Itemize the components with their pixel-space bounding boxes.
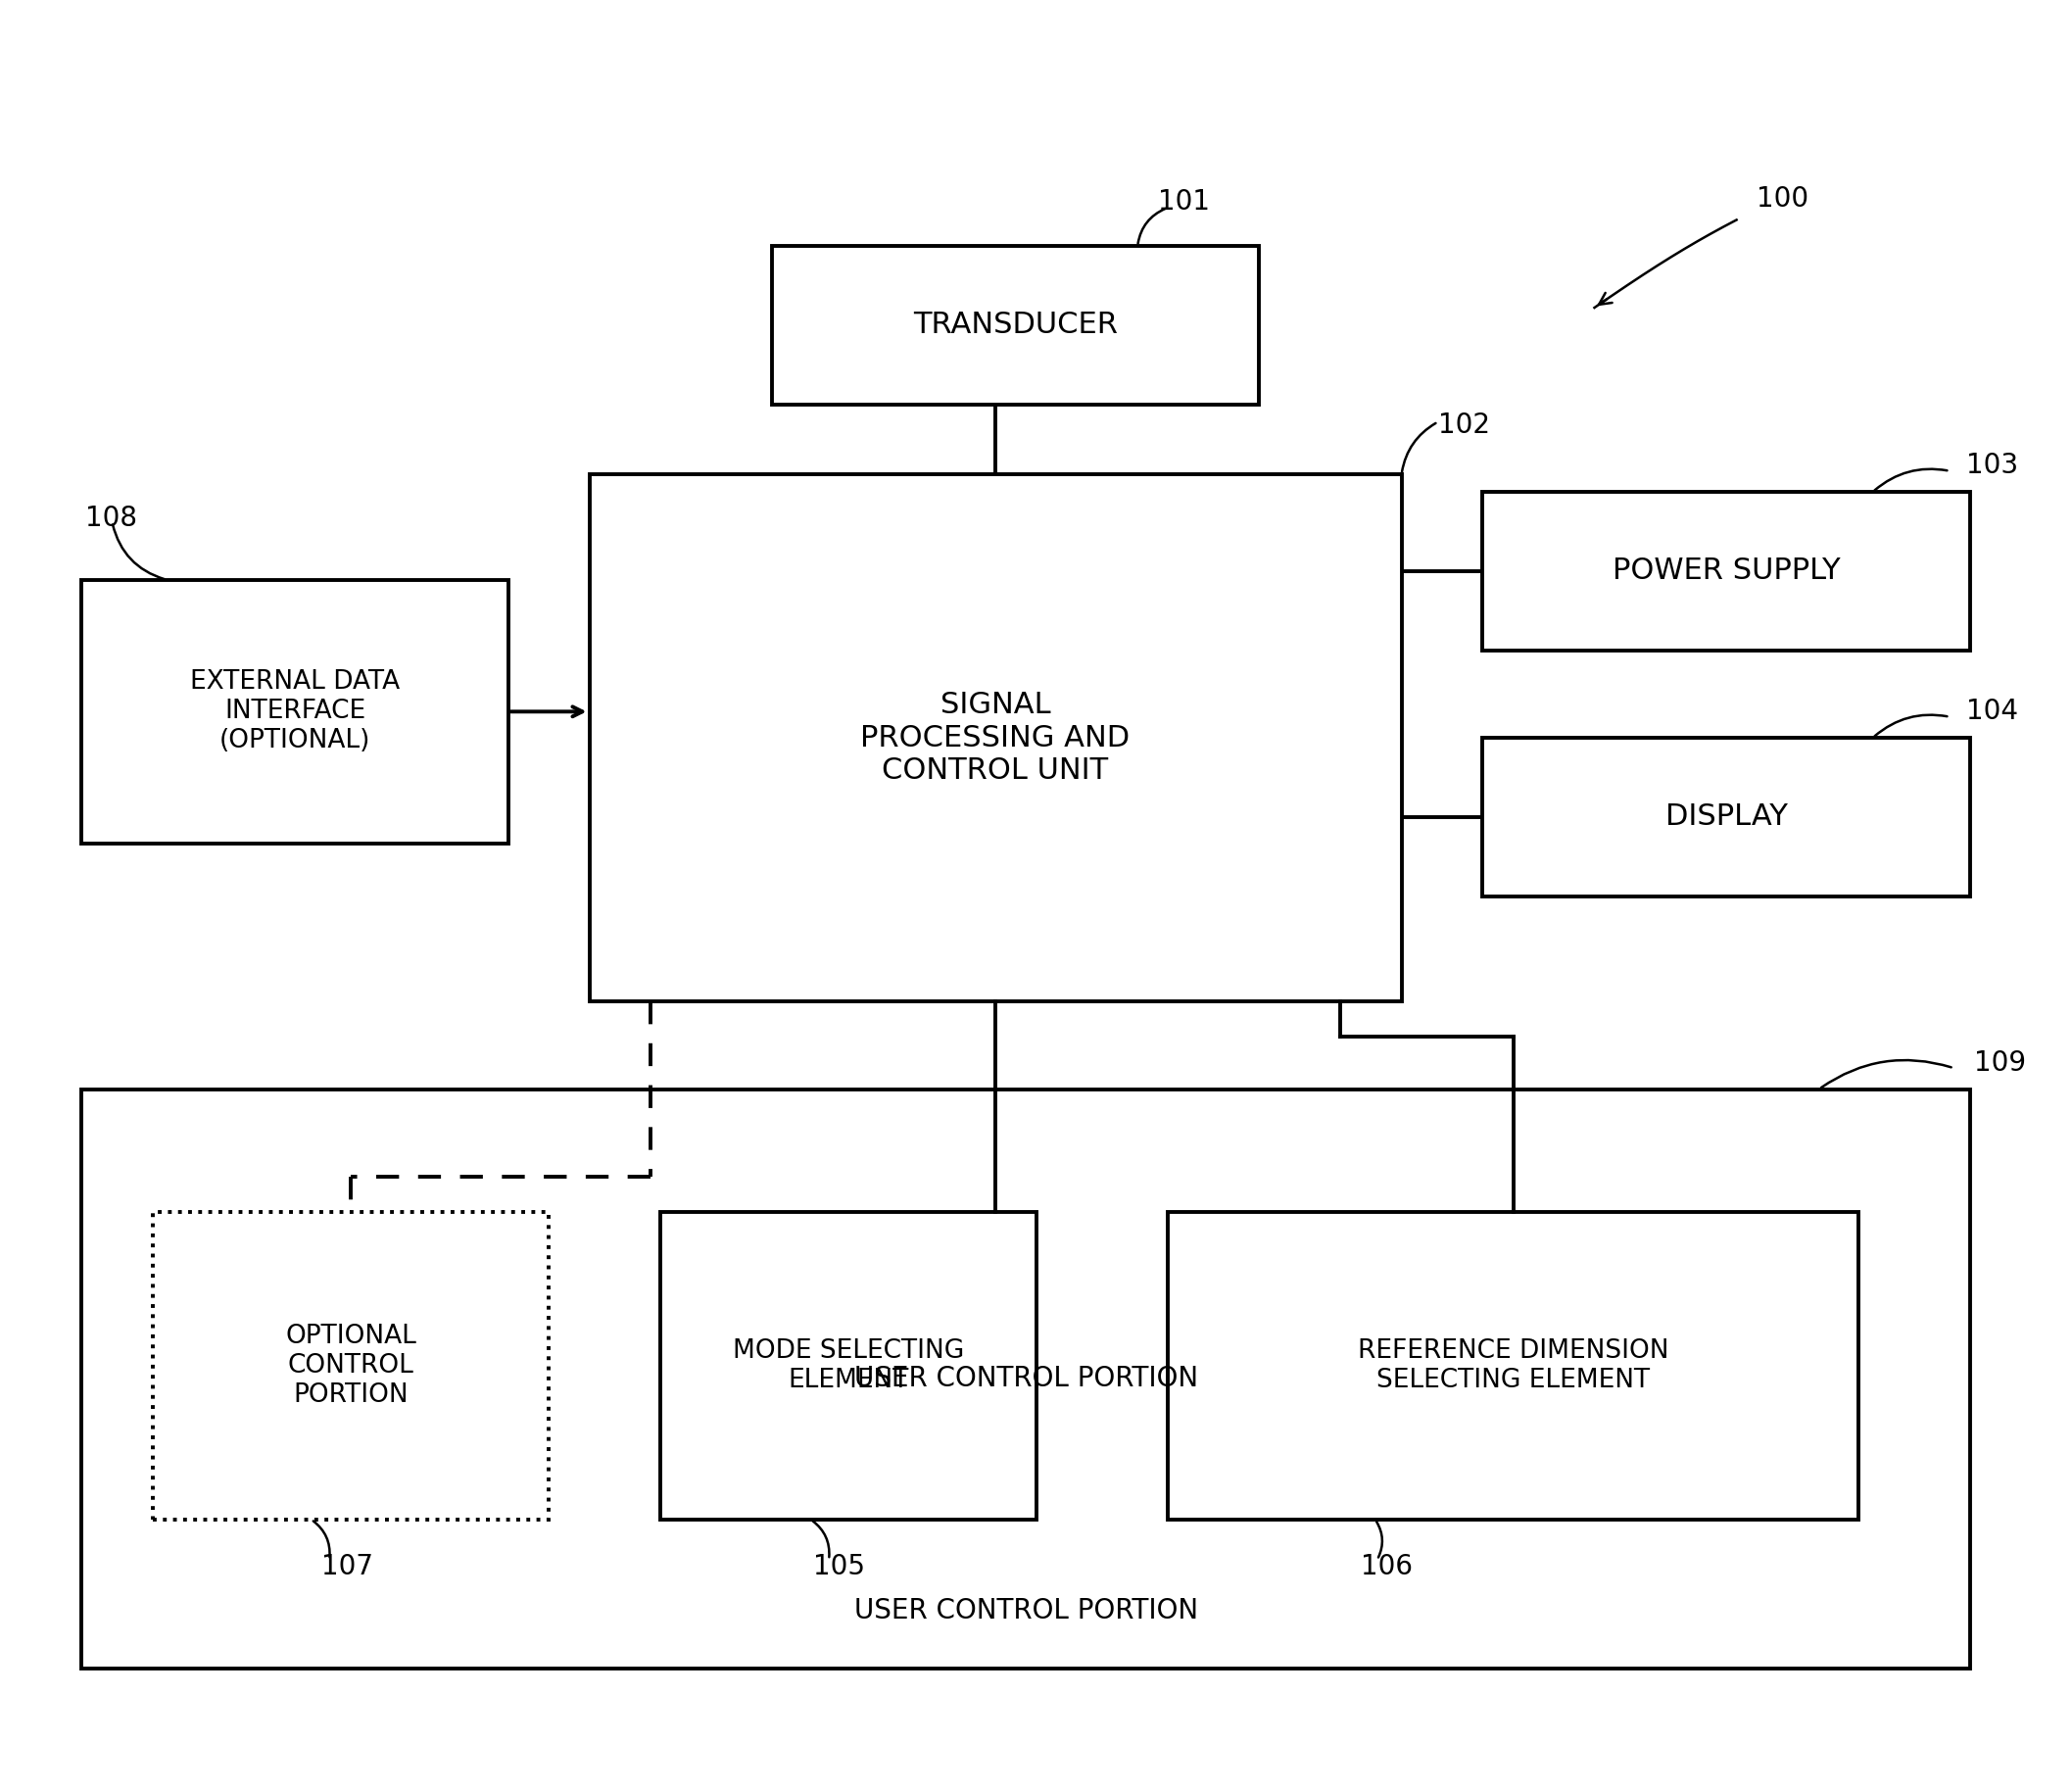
Text: 100: 100 (1757, 185, 1809, 213)
Bar (773, 246, 1260, 405)
Bar (1169, 1211, 1859, 1520)
Text: DISPLAY: DISPLAY (1666, 803, 1788, 831)
Text: 104: 104 (1966, 697, 2018, 726)
Text: USER CONTROL PORTION: USER CONTROL PORTION (854, 1366, 1198, 1392)
Text: 106: 106 (1361, 1554, 1413, 1581)
Text: 103: 103 (1966, 452, 2018, 480)
Bar (1484, 493, 1970, 650)
Text: OPTIONAL
CONTROL
PORTION: OPTIONAL CONTROL PORTION (286, 1324, 416, 1409)
Bar (1484, 738, 1970, 896)
Bar (81, 1090, 1970, 1668)
Bar (661, 1211, 1036, 1520)
Text: POWER SUPPLY: POWER SUPPLY (1612, 557, 1840, 586)
Bar (81, 581, 508, 844)
Bar (153, 1211, 549, 1520)
Text: 102: 102 (1438, 412, 1490, 439)
Text: EXTERNAL DATA
INTERFACE
(OPTIONAL): EXTERNAL DATA INTERFACE (OPTIONAL) (191, 670, 400, 754)
Text: 109: 109 (1975, 1048, 2026, 1077)
Bar (588, 475, 1401, 1002)
Text: 107: 107 (321, 1554, 373, 1581)
Text: MODE SELECTING
ELEMENT: MODE SELECTING ELEMENT (731, 1339, 963, 1392)
Text: SIGNAL
PROCESSING AND
CONTROL UNIT: SIGNAL PROCESSING AND CONTROL UNIT (860, 692, 1129, 785)
Text: USER CONTROL PORTION: USER CONTROL PORTION (854, 1597, 1198, 1625)
Text: TRANSDUCER: TRANSDUCER (914, 312, 1119, 339)
Text: 108: 108 (85, 505, 137, 532)
Text: 101: 101 (1158, 188, 1210, 217)
Text: REFERENCE DIMENSION
SELECTING ELEMENT: REFERENCE DIMENSION SELECTING ELEMENT (1357, 1339, 1668, 1392)
Text: 105: 105 (812, 1554, 864, 1581)
